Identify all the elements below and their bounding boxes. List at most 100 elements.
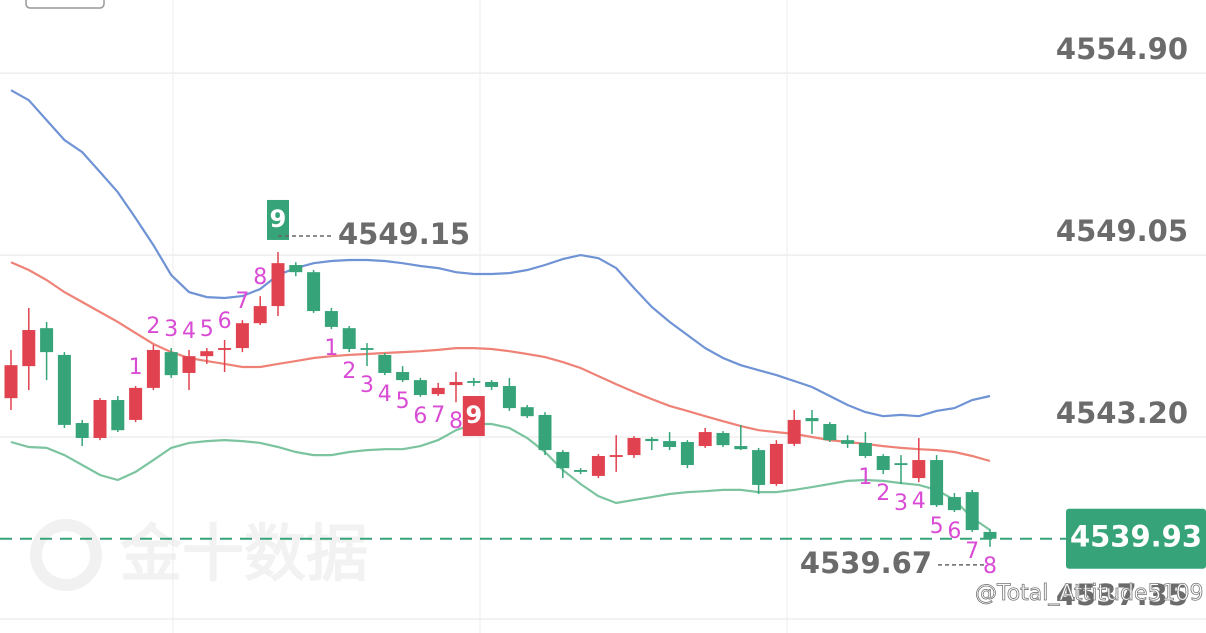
setup-count: 8 [983, 554, 997, 579]
setup-count: 3 [360, 373, 374, 398]
setup-count: 2 [342, 359, 356, 384]
setup-count: 4 [378, 382, 392, 407]
setup-count: 1 [324, 336, 338, 361]
candle-body [609, 455, 623, 457]
candle-body [75, 423, 89, 438]
candle-body [538, 414, 552, 451]
candle-body [502, 386, 516, 409]
candle-body [520, 407, 534, 417]
last-price-label: 4539.93 [1070, 520, 1202, 554]
watermark-text: 金十数据 [119, 517, 368, 590]
candle-body [360, 348, 374, 350]
setup-count: 1 [129, 355, 143, 380]
setup-count: 7 [431, 403, 445, 428]
setup-nine-box [462, 396, 485, 437]
candle-body [307, 272, 321, 312]
setup-count: 6 [218, 309, 232, 334]
candle-body [413, 380, 427, 396]
setup-count: 3 [164, 317, 178, 342]
low-marker-label: 4539.67 [800, 546, 932, 580]
candle-body [912, 460, 926, 479]
candle-body [894, 463, 908, 466]
candle-body [574, 470, 588, 472]
candle-body [200, 351, 214, 357]
y-tick-label: 4543.20 [1056, 396, 1188, 430]
candle-body [858, 442, 872, 457]
candle-body [680, 442, 694, 466]
candle-body [983, 531, 997, 539]
setup-count: 2 [876, 481, 890, 506]
candle-body [663, 441, 677, 447]
candle-body [57, 354, 71, 425]
candle-body [111, 400, 125, 431]
candle-body [378, 354, 392, 373]
candle-body [965, 492, 979, 531]
candle-body [947, 497, 961, 511]
candle-body [93, 400, 107, 438]
setup-count: 6 [413, 404, 427, 429]
candle-body [752, 450, 766, 485]
setup-count: 6 [947, 519, 961, 544]
candle-body [324, 311, 338, 327]
candle-body [146, 349, 160, 388]
candle-body [556, 451, 570, 469]
candle-body [129, 387, 143, 420]
setup-count: 3 [894, 491, 908, 516]
candle-body [218, 348, 232, 350]
candle-body [467, 381, 481, 383]
setup-count: 8 [449, 409, 463, 434]
candle-body [769, 443, 783, 485]
candle-body [787, 419, 801, 444]
setup-count: 4 [912, 489, 926, 514]
candle-body [289, 265, 303, 273]
candle-body [627, 437, 641, 456]
y-tick-label: 4554.90 [1056, 32, 1188, 66]
setup-count: 7 [965, 539, 979, 564]
candle-body [449, 381, 463, 386]
candle-body [182, 356, 196, 373]
candle-body [930, 460, 944, 506]
candle-body [805, 418, 819, 422]
candle-body [876, 456, 890, 471]
y-tick-label: 4537.35 [1056, 578, 1188, 612]
watermark-logo: 金十数据 [30, 517, 368, 591]
setup-count: 2 [146, 314, 160, 339]
band-line [10, 422, 991, 531]
candle-body [716, 432, 730, 446]
credit-watermark: @Total_Attitude5109 [975, 581, 1203, 606]
setup-count: 5 [200, 317, 214, 342]
high-marker-label: 4549.15 [338, 217, 470, 251]
toolbar-button[interactable] [25, 0, 105, 9]
band-line [10, 89, 991, 418]
setup-count: 5 [930, 514, 944, 539]
setup-count: 4 [182, 319, 196, 344]
setup-count: 8 [253, 265, 267, 290]
setup-count: 7 [235, 289, 249, 314]
candle-body [253, 306, 267, 324]
candle-body [698, 432, 712, 447]
candle-body [485, 381, 499, 387]
candle-body [164, 352, 178, 376]
setup-count: 9 [270, 205, 287, 233]
y-tick-label: 4549.05 [1056, 214, 1188, 248]
candle-body [235, 323, 249, 349]
candle-body [4, 365, 18, 399]
candle-body [823, 423, 837, 441]
candle-body [841, 440, 855, 444]
setup-count: 5 [396, 389, 410, 414]
candle-body [22, 330, 36, 367]
candle-body [431, 387, 445, 395]
candle-body [396, 372, 410, 381]
candle-body [591, 456, 605, 476]
setup-count: 9 [465, 401, 482, 429]
candle-body [40, 328, 54, 353]
setup-count: 1 [858, 465, 872, 490]
candle-body [645, 438, 659, 442]
candle-body [734, 446, 748, 450]
candle-body [342, 328, 356, 350]
candle-body [271, 263, 285, 307]
setup-nine-box [267, 199, 289, 240]
